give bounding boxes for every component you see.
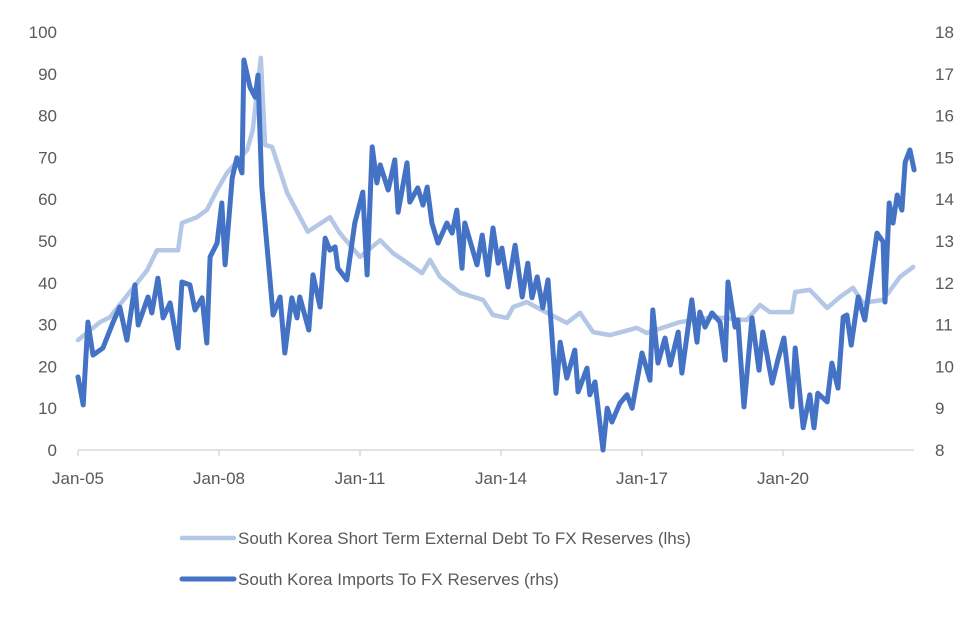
y-right-tick-label: 18	[935, 23, 954, 42]
y-left-tick-label: 30	[38, 316, 57, 335]
x-tick-label: Jan-08	[193, 469, 245, 488]
y-left-tick-label: 80	[38, 107, 57, 126]
y-right-tick-label: 10	[935, 357, 954, 376]
y-right-tick-label: 8	[935, 441, 944, 460]
x-tick-label: Jan-14	[475, 469, 527, 488]
y-left-tick-label: 50	[38, 232, 57, 251]
series-line-short-term-debt	[75, 55, 916, 343]
y-right-tick-label: 11	[935, 316, 953, 335]
y-right-tick-label: 15	[935, 148, 954, 167]
x-tick-label: Jan-17	[616, 469, 668, 488]
y-left-tick-label: 100	[29, 23, 57, 42]
y-left-tick-label: 40	[38, 274, 57, 293]
y-right-tick-label: 13	[935, 232, 954, 251]
y-right-tick-label: 14	[935, 190, 954, 209]
series-line-imports	[75, 57, 917, 453]
y-left-tick-label: 10	[38, 399, 57, 418]
legend-label-imports: South Korea Imports To FX Reserves (rhs)	[238, 570, 559, 589]
y-left-tick-label: 20	[38, 357, 57, 376]
legend-label-short-term-debt: South Korea Short Term External Debt To …	[238, 529, 691, 548]
x-tick-label: Jan-05	[52, 469, 104, 488]
y-right-tick-label: 9	[935, 399, 944, 418]
plot-area	[75, 55, 917, 453]
y-left-tick-label: 90	[38, 65, 57, 84]
legend: South Korea Short Term External Debt To …	[179, 529, 691, 589]
legend-item-short-term-debt: South Korea Short Term External Debt To …	[179, 529, 691, 548]
y-axis-left: 0 10 20 30 40 50 60 70 80 90 100	[29, 23, 57, 460]
x-axis: Jan-05 Jan-08 Jan-11 Jan-14 Jan-17 Jan-20	[52, 449, 914, 488]
x-tick-label: Jan-20	[757, 469, 809, 488]
y-right-tick-label: 16	[935, 107, 954, 126]
y-axis-right: 8 9 10 11 12 13 14 15 16 17 18	[935, 23, 954, 460]
y-left-tick-label: 0	[48, 441, 57, 460]
x-tick-label: Jan-11	[335, 469, 386, 488]
y-right-tick-label: 17	[935, 65, 954, 84]
legend-item-imports: South Korea Imports To FX Reserves (rhs)	[179, 570, 559, 589]
y-right-tick-label: 12	[935, 274, 954, 293]
y-left-tick-label: 60	[38, 190, 57, 209]
y-left-tick-label: 70	[38, 148, 57, 167]
